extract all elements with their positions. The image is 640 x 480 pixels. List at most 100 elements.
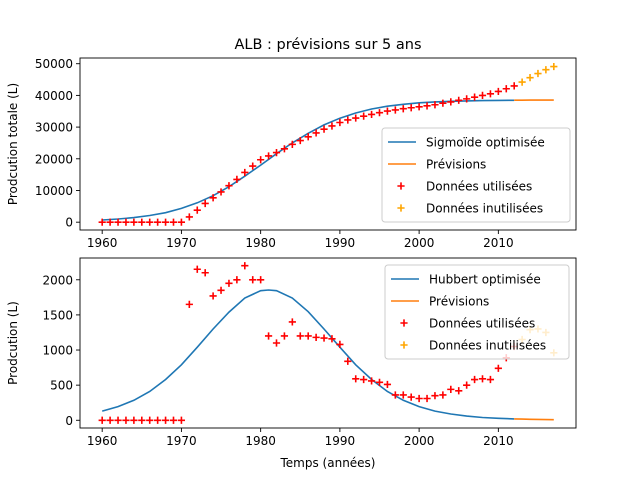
- data-point: [193, 206, 201, 214]
- legend-label: Données inutilisées: [426, 202, 543, 216]
- legend-box: [381, 127, 571, 223]
- data-point: [367, 377, 376, 385]
- data-point: [185, 300, 193, 308]
- data-point: [296, 332, 304, 340]
- y-tick-label: 0: [65, 216, 73, 230]
- data-point: [98, 218, 106, 226]
- data-point: [447, 98, 455, 106]
- chart-title: ALB : prévisions sur 5 ans: [234, 37, 421, 53]
- data-point: [463, 381, 471, 389]
- legend-label: Données utilisées: [426, 180, 532, 194]
- series-4: [518, 62, 558, 86]
- data-point: [272, 339, 281, 347]
- data-point: [146, 416, 154, 424]
- data-point: [249, 276, 257, 284]
- data-point: [122, 416, 130, 424]
- data-point: [257, 156, 265, 164]
- legend-label: Données inutilisées: [429, 339, 546, 353]
- series-line: [101, 289, 515, 420]
- data-point: [439, 99, 447, 107]
- data-point: [264, 152, 273, 160]
- y-tick-label: 0: [65, 414, 73, 428]
- data-point: [486, 90, 495, 98]
- data-point: [360, 375, 368, 384]
- x-tick-label: 2010: [483, 434, 514, 448]
- data-point: [447, 385, 455, 393]
- x-tick-label: 1960: [87, 236, 118, 250]
- data-point: [169, 218, 178, 226]
- data-point: [185, 213, 193, 221]
- y-tick-label: 30000: [35, 121, 73, 135]
- data-point: [201, 199, 209, 208]
- data-point: [423, 102, 431, 110]
- data-point: [352, 375, 360, 383]
- data-point: [431, 101, 439, 109]
- data-point: [312, 129, 320, 137]
- data-point: [399, 105, 407, 113]
- data-point: [225, 279, 233, 287]
- data-point: [494, 364, 502, 372]
- data-point: [201, 269, 209, 277]
- legend-marker-swatch: [400, 341, 408, 349]
- data-point: [193, 265, 201, 273]
- series-3: [98, 262, 518, 424]
- data-point: [114, 416, 122, 424]
- data-point: [534, 69, 542, 78]
- data-point: [209, 194, 217, 202]
- data-point: [367, 110, 376, 119]
- y-tick-label: 1500: [42, 308, 73, 322]
- data-point: [360, 112, 368, 120]
- series-line: [514, 418, 554, 421]
- series-1: [101, 289, 515, 420]
- series-2: [514, 418, 554, 421]
- data-point: [478, 91, 487, 100]
- data-point: [352, 114, 360, 122]
- data-point: [518, 78, 526, 86]
- data-point: [161, 218, 170, 226]
- data-point: [320, 125, 328, 133]
- data-point: [288, 140, 296, 148]
- data-point: [146, 218, 154, 226]
- x-tick-label: 1980: [245, 236, 276, 250]
- axes-frame: [79, 57, 577, 231]
- x-tick-label: 1970: [166, 236, 197, 250]
- data-point: [241, 168, 249, 177]
- data-point: [257, 276, 265, 284]
- data-point: [463, 95, 471, 103]
- y-tick-label: 50000: [35, 57, 73, 71]
- data-point: [399, 391, 407, 399]
- data-point: [217, 188, 225, 196]
- data-point: [98, 416, 106, 424]
- data-point: [138, 218, 146, 226]
- data-point: [169, 416, 178, 424]
- legend-marker-swatch: [400, 319, 408, 327]
- y-tick-label: 20000: [35, 152, 73, 166]
- x-tick-label: 1990: [325, 434, 356, 448]
- legend-label: Sigmoïde optimisée: [426, 136, 545, 150]
- data-point: [106, 218, 114, 226]
- data-point: [407, 104, 415, 112]
- bottom-axes: 1960 1970 1980 1990 2000 2010 0 500 1000 1500 2000…: [6, 257, 577, 470]
- data-point: [375, 109, 384, 117]
- data-point: [138, 416, 146, 424]
- data-point: [225, 182, 233, 190]
- legend-marker-swatch: [397, 204, 405, 212]
- data-point: [249, 162, 257, 170]
- data-point: [502, 85, 510, 93]
- legend-label: Prévisions: [426, 158, 486, 172]
- data-point: [264, 332, 273, 340]
- legend: Hubbert optimisée Prévisions Données utili…: [384, 264, 570, 360]
- legend-box: [384, 264, 570, 360]
- legend-label: Hubbert optimisée: [429, 273, 541, 287]
- y-tick-label: 40000: [35, 89, 73, 103]
- data-point: [154, 416, 162, 424]
- data-point: [328, 335, 336, 343]
- data-point: [470, 93, 479, 101]
- data-point: [383, 380, 392, 389]
- legend-label: Prévisions: [429, 295, 489, 309]
- data-point: [161, 416, 170, 424]
- data-point: [407, 393, 415, 401]
- x-tick-label: 1980: [245, 434, 276, 448]
